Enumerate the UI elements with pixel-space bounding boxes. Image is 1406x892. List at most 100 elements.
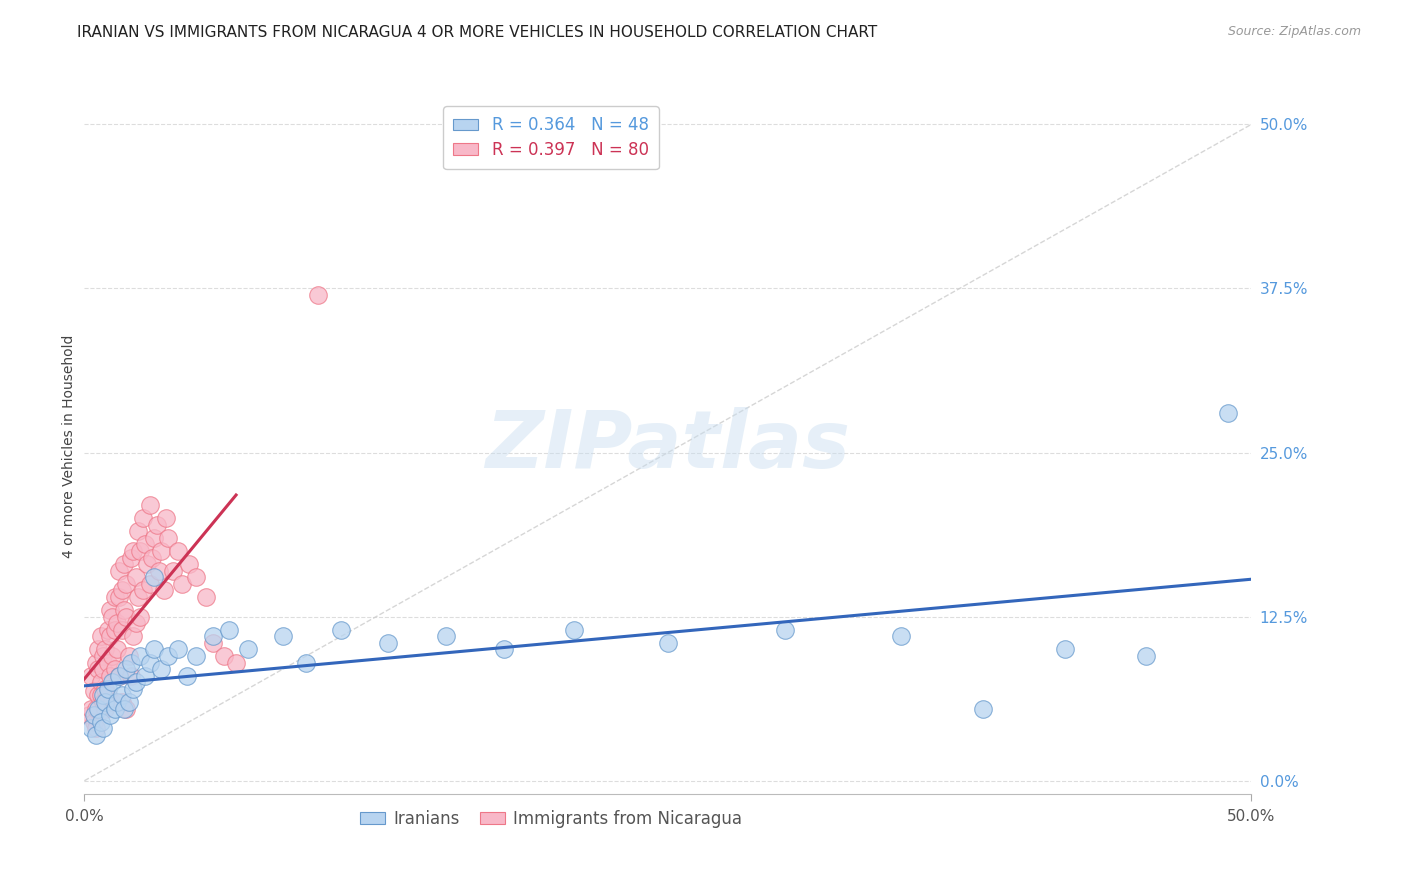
Point	[115, 701, 138, 715]
Point	[295, 656, 318, 670]
Point	[111, 695, 134, 709]
Point	[104, 623, 127, 637]
Point	[111, 689, 134, 703]
Point	[125, 570, 148, 584]
Point	[127, 590, 149, 604]
Point	[214, 648, 236, 663]
Point	[138, 656, 160, 670]
Point	[179, 557, 201, 571]
Point	[132, 511, 155, 525]
Point	[186, 570, 208, 584]
Point	[307, 288, 329, 302]
Text: IRANIAN VS IMMIGRANTS FROM NICARAGUA 4 OR MORE VEHICLES IN HOUSEHOLD CORRELATION: IRANIAN VS IMMIGRANTS FROM NICARAGUA 4 O…	[77, 25, 877, 40]
Point	[115, 662, 138, 676]
Point	[94, 695, 117, 709]
Point	[1053, 642, 1076, 657]
Point	[138, 498, 160, 512]
Point	[87, 689, 110, 703]
Point	[83, 714, 105, 729]
Point	[80, 701, 103, 715]
Point	[1216, 406, 1239, 420]
Point	[91, 662, 114, 676]
Point	[143, 570, 166, 584]
Point	[129, 609, 152, 624]
Point	[108, 564, 131, 578]
Point	[134, 669, 156, 683]
Point	[122, 544, 145, 558]
Point	[122, 681, 145, 696]
Point	[91, 689, 114, 703]
Point	[83, 708, 105, 723]
Point	[176, 669, 198, 683]
Point	[134, 537, 156, 551]
Point	[105, 695, 128, 709]
Point	[98, 603, 121, 617]
Point	[773, 623, 796, 637]
Point	[83, 684, 105, 698]
Point	[166, 642, 188, 657]
Point	[115, 577, 138, 591]
Point	[564, 623, 586, 637]
Point	[129, 648, 152, 663]
Point	[157, 531, 180, 545]
Point	[104, 701, 127, 715]
Point	[218, 623, 240, 637]
Point	[101, 695, 124, 709]
Point	[80, 721, 103, 735]
Point	[112, 701, 135, 715]
Point	[90, 689, 112, 703]
Point	[87, 662, 110, 676]
Point	[194, 590, 217, 604]
Point	[125, 675, 148, 690]
Point	[87, 701, 110, 715]
Point	[112, 603, 135, 617]
Point	[377, 636, 399, 650]
Point	[120, 550, 142, 565]
Point	[118, 648, 141, 663]
Point	[157, 648, 180, 663]
Point	[108, 669, 131, 683]
Point	[152, 583, 174, 598]
Point	[122, 629, 145, 643]
Point	[112, 557, 135, 571]
Point	[101, 609, 124, 624]
Point	[84, 721, 107, 735]
Point	[150, 662, 173, 676]
Point	[104, 590, 127, 604]
Point	[115, 609, 138, 624]
Point	[150, 544, 173, 558]
Point	[148, 564, 170, 578]
Point	[91, 721, 114, 735]
Point	[118, 695, 141, 709]
Point	[87, 642, 110, 657]
Point	[890, 629, 912, 643]
Point	[155, 511, 177, 525]
Point	[105, 642, 128, 657]
Point	[101, 648, 124, 663]
Text: Source: ZipAtlas.com: Source: ZipAtlas.com	[1227, 25, 1361, 38]
Point	[97, 689, 120, 703]
Point	[84, 701, 107, 715]
Point	[98, 708, 121, 723]
Point	[97, 681, 120, 696]
Point	[77, 708, 100, 723]
Point	[125, 616, 148, 631]
Point	[143, 531, 166, 545]
Point	[972, 701, 994, 715]
Point	[98, 629, 121, 643]
Point	[162, 564, 184, 578]
Point	[80, 669, 103, 683]
Point	[97, 656, 120, 670]
Point	[138, 577, 160, 591]
Point	[108, 590, 131, 604]
Point	[90, 714, 112, 729]
Point	[136, 557, 159, 571]
Point	[97, 623, 120, 637]
Point	[91, 648, 114, 663]
Point	[84, 656, 107, 670]
Point	[91, 695, 114, 709]
Point	[94, 681, 117, 696]
Point	[105, 616, 128, 631]
Point	[111, 623, 134, 637]
Point	[143, 642, 166, 657]
